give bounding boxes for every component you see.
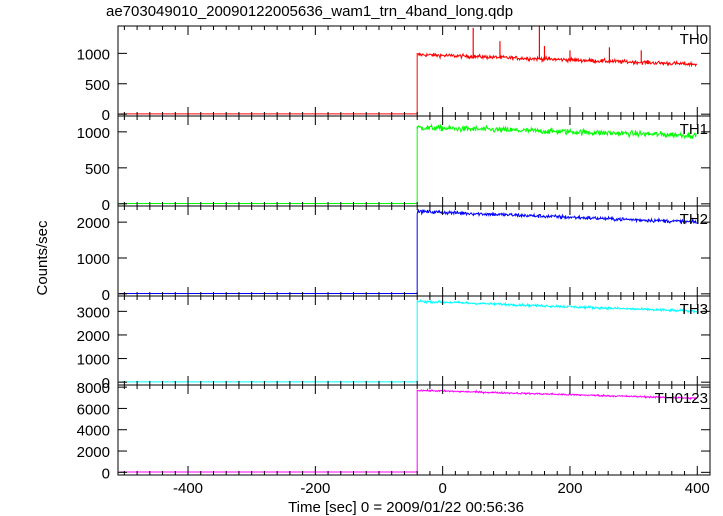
y-tick-label: 0: [102, 107, 110, 124]
x-tick-label: -400: [173, 480, 203, 497]
x-axis-label: Time [sec] 0 = 2009/01/22 00:56:36: [288, 499, 524, 516]
y-tick-label: 1000: [77, 251, 110, 268]
chart-title: ae703049010_20090122005636_wam1_trn_4ban…: [106, 3, 514, 20]
y-tick-label: 3000: [77, 304, 110, 321]
panel-frame-th3: [117, 295, 711, 386]
series-line-th0123: [119, 388, 698, 473]
panel-th0: 0 500 1000 TH0: [77, 25, 711, 124]
panel-th3: 0 1000 2000 3000 TH3: [77, 295, 711, 392]
y-tick-label: 2000: [77, 215, 110, 232]
series-label-th0: TH0: [680, 31, 708, 48]
series-line-th3: [119, 299, 698, 383]
x-tick-label: 0: [438, 480, 446, 497]
y-tick-label: 0: [102, 465, 110, 482]
series-line-th1: [119, 123, 697, 204]
panel-frame-th2: [117, 205, 711, 297]
panel-th2: 0 1000 2000 TH2: [77, 205, 711, 304]
y-tick-label: 1000: [77, 46, 110, 63]
panel-frame-th0: [117, 25, 711, 117]
y-tick-label: 6000: [77, 401, 110, 418]
x-tick-label: 400: [685, 480, 710, 497]
y-tick-label: 4000: [77, 423, 110, 440]
x-tick-label: -200: [300, 480, 330, 497]
y-axis-label: Counts/sec: [34, 220, 51, 296]
y-tick-label: 0: [102, 197, 110, 214]
panel-th0123: 0 2000 4000 6000 8000 TH0123: [77, 380, 711, 482]
series-label-th1: TH1: [680, 121, 708, 138]
y-tick-label: 0: [102, 375, 110, 392]
series-label-th3: TH3: [680, 301, 708, 318]
y-tick-label: 2000: [77, 444, 110, 461]
series-line-th2: [119, 209, 698, 294]
y-tick-label: 0: [102, 287, 110, 304]
series-line-th0: [119, 51, 698, 115]
x-axis: -400 -200 0 200 400: [173, 480, 710, 497]
series-label-th2: TH2: [680, 211, 708, 228]
y-tick-label: 1000: [77, 352, 110, 369]
y-tick-label: 500: [85, 161, 110, 178]
x-tick-label: 200: [557, 480, 582, 497]
y-tick-label: 2000: [77, 328, 110, 345]
y-tick-label: 1000: [77, 125, 110, 142]
panel-frame-th0123: [117, 384, 711, 476]
series-label-th0123: TH0123: [655, 390, 708, 407]
y-tick-label: 8000: [77, 380, 110, 397]
panel-th1: 0 500 1000 TH1: [77, 115, 711, 214]
panel-frame-th1: [117, 115, 711, 207]
y-tick-label: 500: [85, 77, 110, 94]
